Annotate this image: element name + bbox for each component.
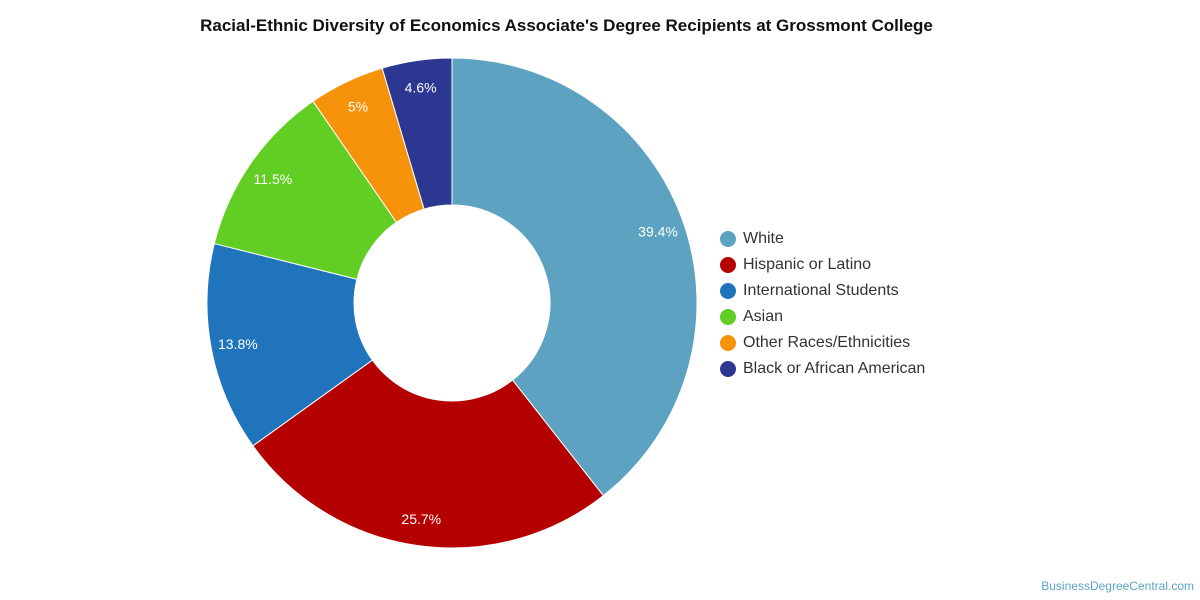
legend-item[interactable]: Hispanic or Latino xyxy=(720,252,925,278)
chart-legend: White Hispanic or Latino International Stu… xyxy=(720,226,925,382)
source-credit: BusinessDegreeCentral.com xyxy=(1041,579,1194,593)
legend-swatch xyxy=(720,283,736,299)
slice-value-label: 11.5% xyxy=(254,171,293,187)
legend-swatch xyxy=(720,335,736,351)
legend-item[interactable]: Black or African American xyxy=(720,356,925,382)
legend-item[interactable]: White xyxy=(720,226,925,252)
chart-title: Racial-Ethnic Diversity of Economics Ass… xyxy=(200,16,933,35)
legend-swatch xyxy=(720,257,736,273)
legend-label: Black or African American xyxy=(743,360,926,377)
legend-item[interactable]: International Students xyxy=(720,278,925,304)
slice-international-students xyxy=(206,242,374,447)
legend-label: Other Races/Ethnicities xyxy=(743,334,911,351)
slice-asian xyxy=(213,100,398,280)
legend-swatch xyxy=(720,309,736,325)
slice-value-label: 13.8% xyxy=(218,336,258,352)
legend-swatch xyxy=(720,231,736,247)
legend-label: Asian xyxy=(743,308,784,325)
slice-black-or-african-american xyxy=(381,57,453,210)
slice-value-label: 25.7% xyxy=(401,511,441,527)
slice-value-label: 5% xyxy=(348,98,368,114)
legend-item[interactable]: Other Races/Ethnicities xyxy=(720,330,925,356)
legend-label: White xyxy=(743,230,784,247)
legend-swatch xyxy=(720,361,736,377)
slice-white xyxy=(451,57,698,497)
slice-value-label: 4.6% xyxy=(405,79,437,95)
legend-label: International Students xyxy=(743,282,899,299)
slice-hispanic-or-latino xyxy=(252,359,605,549)
legend-label: Hispanic or Latino xyxy=(743,256,872,273)
slice-value-label: 39.4% xyxy=(638,224,678,240)
legend-item[interactable]: Asian xyxy=(720,304,925,330)
